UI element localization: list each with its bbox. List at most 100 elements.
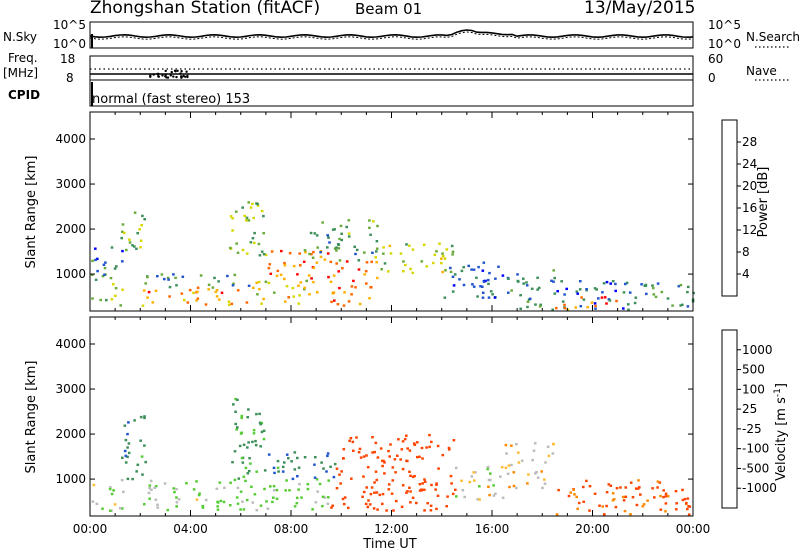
range-cell xyxy=(163,277,166,281)
range-cell xyxy=(135,470,138,473)
range-cell xyxy=(409,490,412,493)
range-cell xyxy=(385,509,388,512)
range-cell xyxy=(430,483,433,487)
nave-point xyxy=(180,70,183,73)
range-cell xyxy=(332,274,336,277)
range-cell xyxy=(603,513,606,516)
range-cell xyxy=(285,453,289,456)
range-cell xyxy=(327,275,330,279)
range-cell xyxy=(91,500,95,503)
range-cell xyxy=(229,504,232,507)
range-cell xyxy=(326,234,329,237)
range-cell xyxy=(326,454,329,458)
range-cell xyxy=(576,292,579,295)
colorbar-tick-label: 24 xyxy=(742,157,757,171)
range-cell xyxy=(574,306,577,309)
range-cell xyxy=(544,461,547,464)
range-cell xyxy=(340,238,343,242)
range-cell xyxy=(275,497,279,500)
range-cell xyxy=(462,266,465,269)
range-cell xyxy=(404,263,407,267)
range-cell xyxy=(362,475,365,478)
range-cell xyxy=(297,488,300,491)
range-cell xyxy=(389,443,392,446)
nave-point xyxy=(186,75,189,79)
range-cell xyxy=(449,266,452,270)
range-cell xyxy=(127,442,131,445)
range-cell xyxy=(352,449,355,452)
range-cell xyxy=(126,446,129,449)
range-cell xyxy=(283,264,287,267)
range-cell xyxy=(363,273,366,276)
range-cell xyxy=(631,496,635,499)
range-cell xyxy=(659,508,663,511)
range-cell xyxy=(605,302,608,305)
sky-noise-line xyxy=(89,29,694,39)
range-cell xyxy=(504,466,508,469)
range-cell xyxy=(110,246,114,249)
nave-top-tick: 60 xyxy=(708,52,724,66)
range-cell xyxy=(204,498,208,502)
colorbar-tick-label: 1000 xyxy=(742,343,773,357)
range-cell xyxy=(383,461,386,464)
range-cell xyxy=(534,303,537,306)
range-cell xyxy=(303,288,306,291)
range-cell xyxy=(168,285,172,289)
range-cell xyxy=(441,270,444,274)
range-cell xyxy=(280,249,283,253)
range-cell xyxy=(527,473,530,476)
range-cell xyxy=(681,488,684,492)
range-cell xyxy=(609,282,612,285)
range-cell xyxy=(492,494,496,497)
range-cell xyxy=(124,438,128,442)
velocity-frame xyxy=(89,316,694,517)
range-cell xyxy=(311,256,315,259)
range-cell xyxy=(333,462,337,466)
range-cell xyxy=(188,288,192,292)
range-cell xyxy=(257,242,261,246)
range-cell xyxy=(139,246,142,249)
range-cell xyxy=(313,232,317,235)
range-cell xyxy=(623,509,627,513)
time-axis-label: Time UT xyxy=(362,537,416,552)
range-cell xyxy=(420,260,424,263)
range-cell xyxy=(370,286,373,289)
power-cells xyxy=(91,201,695,312)
range-cell xyxy=(413,443,417,446)
range-cell xyxy=(341,267,344,270)
range-cell xyxy=(215,288,219,292)
range-cell xyxy=(418,455,421,458)
range-cell xyxy=(304,251,307,254)
range-cell xyxy=(131,244,134,247)
range-cell xyxy=(642,503,646,506)
range-cell xyxy=(277,470,280,473)
nave-point xyxy=(174,70,177,73)
range-cell xyxy=(240,414,244,418)
range-cell xyxy=(108,487,112,491)
colorbar-tick-label: 500 xyxy=(742,363,765,377)
range-cell xyxy=(351,440,355,444)
range-cell xyxy=(141,473,144,476)
range-cell xyxy=(638,486,641,489)
range-cell xyxy=(133,245,136,248)
range-cell xyxy=(533,442,537,445)
colorbar-tick-label: -25 xyxy=(742,422,762,436)
range-cell xyxy=(204,303,208,306)
range-cell xyxy=(435,482,438,485)
range-cell xyxy=(239,508,242,511)
range-cell xyxy=(488,271,491,275)
range-cell xyxy=(247,219,251,222)
range-cell xyxy=(305,279,308,283)
range-cell xyxy=(536,476,540,479)
range-cell xyxy=(375,261,378,264)
y-tick-label: 1000 xyxy=(55,472,86,486)
y-tick-label: 2000 xyxy=(55,427,86,441)
range-cell xyxy=(241,206,244,209)
range-cell xyxy=(654,295,658,299)
range-cell xyxy=(576,507,579,510)
range-cell xyxy=(622,499,626,502)
range-cell xyxy=(354,252,357,256)
range-cell xyxy=(216,508,220,511)
range-cell xyxy=(537,286,541,290)
range-cell xyxy=(388,455,391,458)
